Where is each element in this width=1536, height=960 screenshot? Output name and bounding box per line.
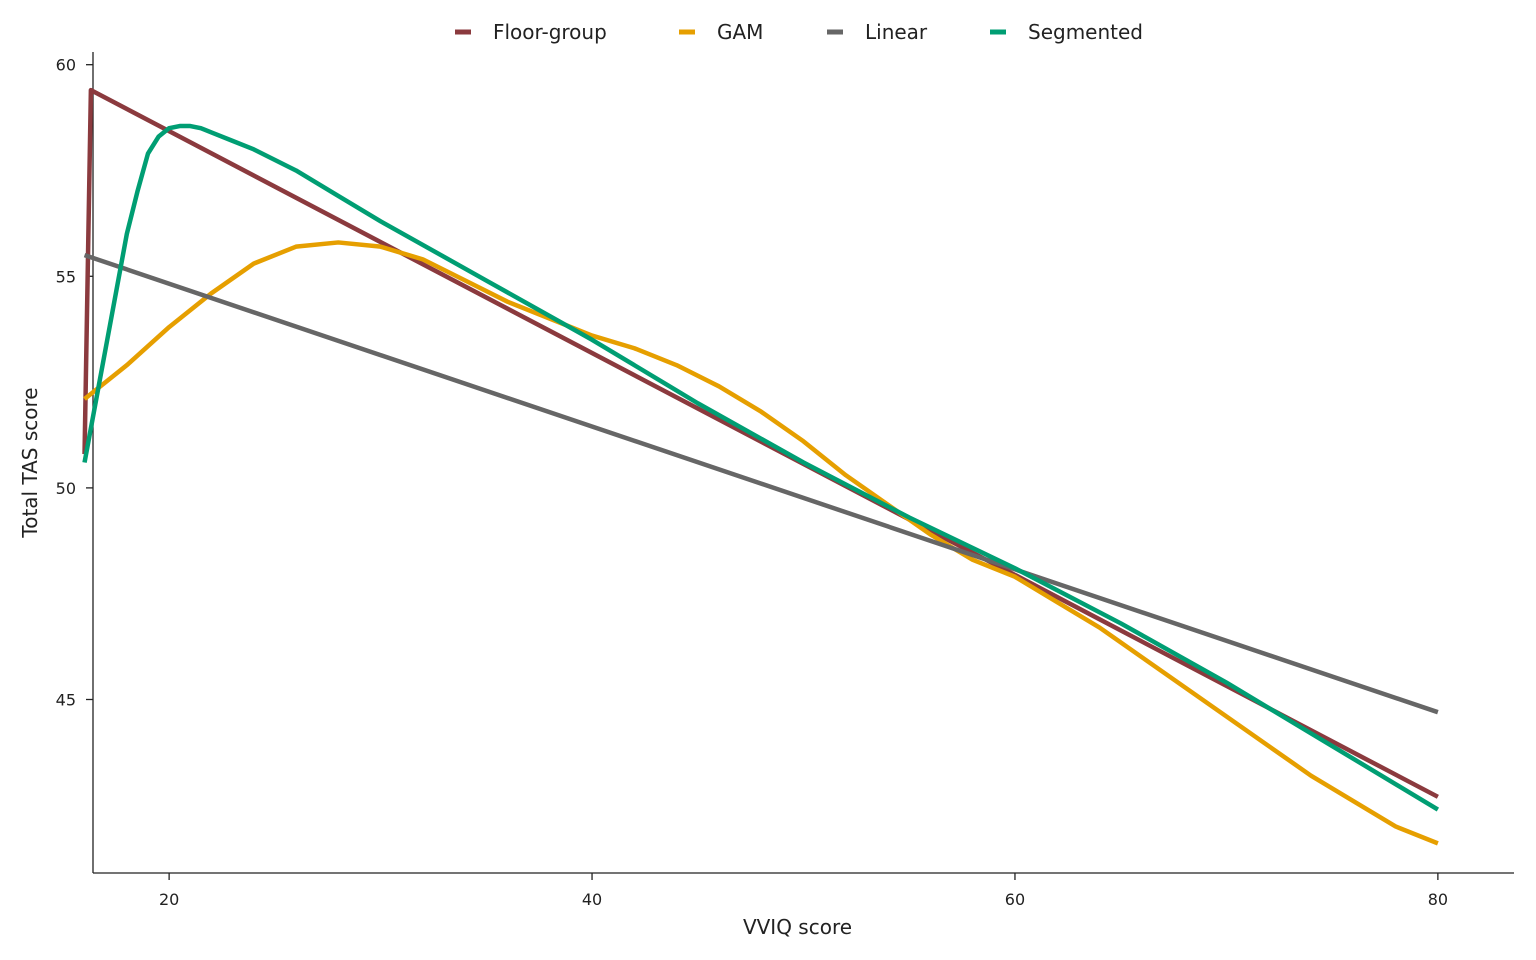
legend-item-linear: Linear <box>827 20 928 44</box>
legend: Floor-group GAM Linear Segmented <box>455 20 1143 44</box>
legend-label: Segmented <box>1028 20 1143 44</box>
legend-label: Floor-group <box>493 20 607 44</box>
x-axis-title: VVIQ score <box>743 915 852 939</box>
legend-item-gam: GAM <box>679 20 763 44</box>
x-axis-ticks: 20 40 60 80 <box>159 873 1448 909</box>
y-axis-ticks: 45 50 55 60 <box>56 56 93 709</box>
series-lines <box>82 87 1440 846</box>
series-line-segmented <box>82 123 1440 812</box>
x-tick-label: 60 <box>1005 890 1025 909</box>
series-line-linear <box>83 252 1439 715</box>
x-tick-label: 40 <box>582 890 602 909</box>
y-tick-label: 60 <box>56 56 76 75</box>
legend-label: Linear <box>865 20 928 44</box>
legend-label: GAM <box>717 20 763 44</box>
y-tick-label: 55 <box>56 267 76 286</box>
series-line-gam <box>83 240 1439 846</box>
axes <box>92 52 1514 874</box>
y-tick-label: 45 <box>56 690 76 709</box>
legend-item-floor-group: Floor-group <box>455 20 607 44</box>
series-line-floor-group <box>82 87 1439 799</box>
y-tick-label: 50 <box>56 479 76 498</box>
x-tick-label: 20 <box>159 890 179 909</box>
x-tick-label: 80 <box>1428 890 1448 909</box>
y-axis-title: Total TAS score <box>18 387 42 538</box>
legend-item-segmented: Segmented <box>990 20 1143 44</box>
